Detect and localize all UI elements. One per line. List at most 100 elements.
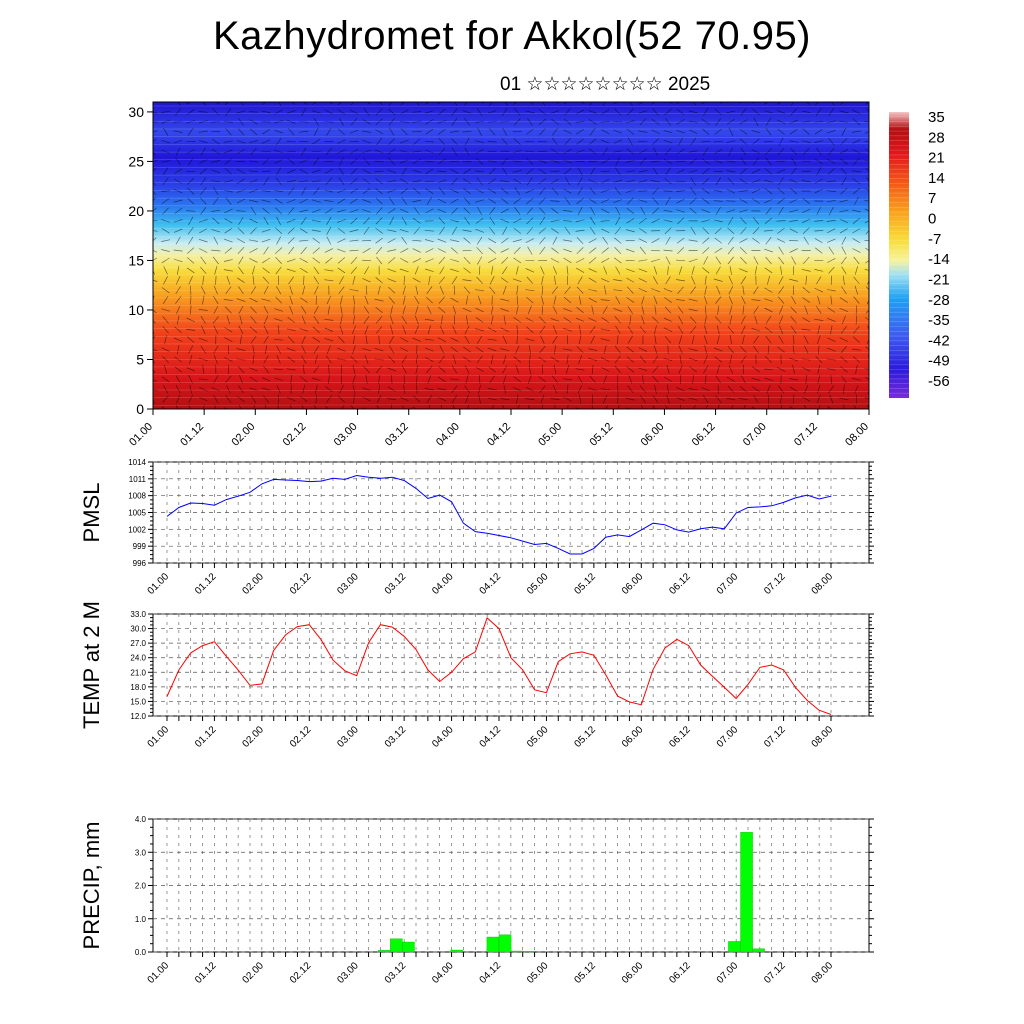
wind-barb [223, 149, 233, 154]
wind-barb [153, 279, 158, 282]
wind-barb [278, 102, 282, 106]
wind-barb [478, 374, 481, 384]
wind-barb [651, 207, 659, 215]
wind-barb [752, 217, 759, 225]
wind-barb [753, 395, 759, 404]
wind-barb [324, 208, 333, 214]
wind-barb [503, 384, 506, 394]
wind-barb [174, 178, 183, 184]
wind-barb [249, 218, 258, 224]
wind-barb [202, 364, 205, 374]
wind-barb [826, 180, 836, 182]
wind-barb [689, 158, 697, 165]
wind-barb [489, 286, 496, 294]
wind-barb [789, 278, 799, 282]
wind-barb [827, 158, 836, 164]
wind-barb [839, 110, 849, 114]
wind-barb [525, 289, 535, 292]
wind-barb [765, 315, 772, 324]
wind-barb [286, 150, 296, 153]
wind-barb [288, 276, 294, 285]
wind-barb [651, 316, 659, 324]
wind-barb [350, 405, 355, 409]
wind-barb [287, 158, 295, 165]
wind-barb [839, 149, 849, 154]
wind-barb [778, 206, 784, 215]
x-tick-label: 04.12 [478, 571, 504, 597]
wind-barb [438, 108, 446, 115]
wind-barb [350, 188, 358, 194]
wind-barb [563, 159, 572, 164]
wind-barb [400, 337, 409, 343]
x-tick-label: 07.12 [762, 724, 788, 750]
wind-barb [311, 180, 321, 183]
wind-barb [763, 140, 774, 143]
wind-barb [777, 102, 782, 105]
wind-barb [839, 307, 849, 313]
wind-barb [865, 346, 869, 351]
wind-barb [713, 200, 723, 202]
wind-barb [274, 198, 283, 204]
wind-barb [529, 102, 534, 105]
wind-barb [512, 149, 522, 154]
wind-barb [500, 308, 510, 312]
wind-barb [375, 217, 383, 225]
wind-barb [450, 346, 459, 353]
wind-barb [387, 398, 397, 400]
wind-barb [500, 277, 509, 284]
wind-barb [852, 336, 860, 343]
wind-barb [399, 120, 409, 123]
wind-barb [802, 227, 810, 235]
wind-barb [600, 139, 610, 144]
wind-barb [475, 217, 484, 224]
precip-bar [522, 951, 536, 953]
wind-barb [224, 168, 232, 175]
x-tick-label: 04.00 [434, 421, 462, 449]
wind-barb [802, 256, 810, 265]
wind-barb [153, 160, 158, 162]
wind-barb [274, 368, 284, 371]
wind-barb [200, 147, 206, 156]
wind-barb [701, 140, 711, 143]
wind-barb [324, 337, 334, 342]
wind-barb [566, 335, 569, 345]
wind-barb [578, 355, 583, 364]
wind-barb [588, 179, 597, 184]
wind-barb [437, 128, 446, 135]
wind-barb [830, 325, 833, 335]
wind-barb [249, 199, 258, 203]
wind-barb [452, 305, 457, 315]
wind-barb [626, 128, 635, 135]
wind-barb [276, 355, 281, 364]
wind-barb [489, 375, 495, 384]
wind-barb [778, 385, 784, 394]
wind-barb [754, 265, 758, 275]
wind-barb [489, 102, 493, 106]
wind-barb [676, 109, 685, 115]
wind-barb [261, 228, 271, 233]
wind-barb [726, 140, 736, 144]
wind-barb [275, 227, 283, 235]
x-tick-label: 05.12 [573, 724, 599, 750]
wind-barb [601, 159, 610, 164]
wind-barb [478, 394, 481, 404]
wind-barb [777, 346, 785, 353]
wind-barb [538, 356, 547, 363]
y-tick-label: 1.0 [135, 915, 147, 924]
wind-barb [399, 159, 409, 164]
contour-line [153, 121, 869, 123]
wind-barb [188, 216, 194, 225]
wind-barb [164, 364, 168, 374]
wind-barb [814, 230, 824, 232]
wind-barb [502, 226, 508, 235]
wind-barb [363, 365, 370, 373]
wind-barb [225, 108, 232, 116]
x-tick-label: 03.12 [383, 960, 409, 986]
wind-barb [601, 247, 609, 254]
wind-barb [763, 229, 774, 232]
wind-barb [512, 160, 522, 163]
wind-barb [352, 384, 356, 394]
wind-barb [275, 256, 282, 265]
wind-barb [349, 109, 359, 115]
wind-barb [238, 385, 244, 394]
